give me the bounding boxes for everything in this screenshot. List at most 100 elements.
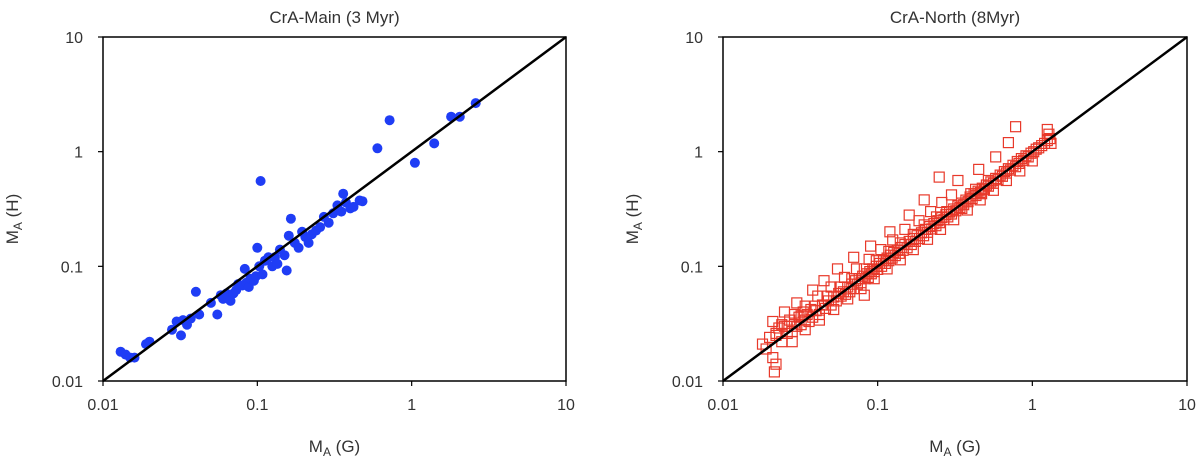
reference-line xyxy=(722,35,1188,383)
data-point xyxy=(323,217,334,228)
data-point xyxy=(767,352,779,364)
data-point xyxy=(825,281,837,293)
data-point xyxy=(883,245,895,257)
y-axis-label-sub: A xyxy=(11,222,25,230)
data-point xyxy=(429,138,440,149)
data-point xyxy=(239,263,250,274)
data-point xyxy=(252,242,263,253)
y-axis-label: MA (H) xyxy=(623,194,645,245)
x-axis-label: MA (G) xyxy=(309,437,360,459)
data-point xyxy=(918,194,930,206)
data-point xyxy=(315,222,326,233)
data-point xyxy=(952,174,964,187)
data-point xyxy=(1014,165,1026,177)
data-point xyxy=(846,273,858,285)
data-point xyxy=(936,196,948,209)
reference-line xyxy=(102,35,567,383)
data-point xyxy=(1041,123,1053,136)
y-axis-label: MA (H) xyxy=(3,194,25,245)
x-tick-label: 0.01 xyxy=(707,397,738,414)
data-point xyxy=(372,143,383,154)
data-point xyxy=(1002,137,1015,149)
data-point xyxy=(894,254,906,266)
data-point xyxy=(921,233,934,245)
y-tick-label: 10 xyxy=(685,30,703,47)
data-point xyxy=(831,263,844,275)
data-point xyxy=(1009,121,1022,133)
y-axis-label-main: M xyxy=(3,230,22,244)
data-point xyxy=(799,324,811,336)
data-point xyxy=(1026,155,1038,167)
data-point xyxy=(283,230,294,241)
x-axis-label-suffix: (G) xyxy=(951,437,980,456)
data-point xyxy=(868,273,880,285)
x-tick-label: 0.1 xyxy=(867,397,889,414)
x-axis-label-sub: A xyxy=(943,445,951,459)
data-point xyxy=(190,286,201,297)
series-points xyxy=(756,121,1057,378)
data-point xyxy=(768,366,781,378)
data-point xyxy=(763,331,776,343)
y-axis-label-main: M xyxy=(623,230,642,244)
data-point xyxy=(945,189,958,201)
data-point xyxy=(828,303,840,316)
data-point xyxy=(293,242,304,253)
data-point xyxy=(348,201,359,212)
y-tick-label: 10 xyxy=(65,30,83,47)
data-point xyxy=(272,258,283,269)
y-tick-label: 1 xyxy=(694,145,703,162)
data-point xyxy=(767,315,779,328)
data-point xyxy=(185,313,196,324)
x-axis-label-sub: A xyxy=(323,445,331,459)
data-point xyxy=(884,226,896,238)
data-point xyxy=(881,263,893,275)
data-point xyxy=(948,214,960,226)
data-point xyxy=(850,263,863,275)
data-point xyxy=(887,234,899,246)
data-point xyxy=(770,358,782,370)
data-point xyxy=(808,300,821,312)
data-point xyxy=(281,265,292,276)
x-tick-label: 0.01 xyxy=(87,397,118,414)
data-point xyxy=(903,209,915,221)
data-point xyxy=(791,297,803,309)
y-axis-label-sub: A xyxy=(631,222,645,230)
data-point xyxy=(855,283,867,295)
data-point xyxy=(864,240,877,252)
plot-frame xyxy=(722,36,1188,382)
data-point xyxy=(338,188,349,199)
x-tick-label: 0.1 xyxy=(246,397,268,414)
data-point xyxy=(760,343,772,355)
data-point xyxy=(1011,155,1023,168)
y-axis-label-suffix: (H) xyxy=(623,194,642,222)
data-point xyxy=(842,293,854,305)
data-point xyxy=(176,330,186,341)
x-tick-label: 1 xyxy=(407,397,416,414)
plot-frame xyxy=(102,36,567,382)
data-point xyxy=(848,251,860,263)
y-tick-label: 0.1 xyxy=(681,259,703,276)
chart-title: CrA-Main (3 Myr) xyxy=(269,8,399,27)
data-point xyxy=(786,336,798,348)
y-tick-label: 0.01 xyxy=(52,374,83,391)
data-point xyxy=(357,196,368,207)
series-points xyxy=(115,98,481,363)
data-point xyxy=(781,320,793,332)
data-point xyxy=(795,310,807,322)
y-tick-label: 0.1 xyxy=(61,259,83,276)
data-point xyxy=(279,250,290,261)
data-point xyxy=(834,281,846,293)
data-point xyxy=(303,237,314,248)
data-point xyxy=(973,163,985,175)
x-tick-label: 1 xyxy=(1028,397,1037,414)
y-axis-label-suffix: (H) xyxy=(3,194,22,222)
x-axis-label-suffix: (G) xyxy=(331,437,360,456)
x-axis-label-main: M xyxy=(309,437,323,456)
data-point xyxy=(907,244,919,256)
data-point xyxy=(934,223,947,235)
x-tick-label: 10 xyxy=(1178,397,1196,414)
